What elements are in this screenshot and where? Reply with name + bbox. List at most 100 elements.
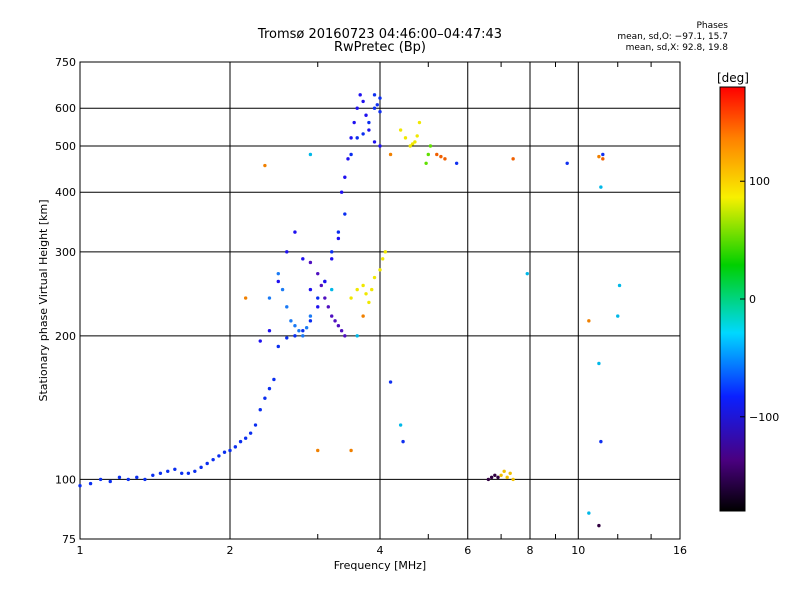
data-point [343,334,347,338]
data-point [493,473,497,478]
data-point [158,471,163,475]
data-point [565,161,569,165]
x-tick-label: 2 [227,544,234,557]
data-point [352,120,356,125]
x-tick-label: 6 [464,544,471,557]
data-point [502,469,506,473]
data-point [486,477,491,482]
data-point [293,334,297,338]
data-point [243,436,248,440]
data-point [293,324,297,328]
data-point [88,481,93,486]
data-point [308,319,313,323]
data-point [193,469,197,473]
data-point [151,473,155,478]
data-point [398,423,403,427]
data-point [301,257,305,261]
data-point [372,106,377,110]
data-point [616,314,620,318]
data-point [355,287,359,292]
data-point [511,477,515,482]
data-point [372,93,377,97]
data-point [597,154,601,159]
data-point [330,287,334,292]
data-point [248,431,253,435]
data-point [417,120,422,125]
data-point [238,439,243,444]
y-tick-label: 300 [55,246,76,259]
data-point [364,292,368,296]
data-point [426,152,430,157]
data-point [601,157,605,161]
data-point [380,257,385,261]
data-point [383,250,388,254]
data-point [339,190,344,194]
x-tick-label: 10 [571,544,585,557]
data-point [355,106,359,110]
data-point [186,471,191,475]
data-point [293,230,297,234]
data-point [597,361,601,366]
data-point [339,328,344,333]
data-point [333,319,337,323]
x-tick-label: 1 [77,544,84,557]
data-point [378,110,382,114]
data-point [361,132,365,136]
data-point [98,477,103,482]
data-point [496,475,500,480]
data-point [372,140,377,144]
data-point [304,325,309,330]
data-point [378,268,382,272]
data-point [330,314,334,318]
data-point [599,185,603,189]
data-point [319,283,324,288]
data-point [267,296,272,300]
data-point [316,305,320,309]
data-point [258,339,262,343]
data-point [276,344,280,349]
data-point [424,161,428,165]
data-point [263,163,267,168]
data-point [372,275,377,280]
data-point [211,457,215,462]
data-point [355,136,359,140]
y-tick-label: 600 [55,102,76,115]
data-point [346,157,350,161]
data-point [597,523,601,528]
data-point [263,396,267,400]
data-point [330,257,334,261]
data-point [297,328,301,333]
phase-summary-heading: Phases [696,21,728,31]
data-point [336,324,341,328]
y-tick-label: 200 [55,330,76,343]
data-point [199,465,203,470]
data-point [367,300,371,305]
data-point [308,260,313,265]
data-point [349,448,353,453]
chart-title-line1: Tromsø 20160723 04:46:00–04:47:43 [257,27,503,42]
colorbar-tick-label: −100 [749,411,779,424]
data-point [301,328,305,333]
data-point [233,445,238,449]
phase-summary: Phases mean, sd,O: −97.1, 15.7 mean, sd,… [598,21,728,54]
data-point [413,140,417,144]
x-axis-label: Frequency [MHz] [334,559,426,572]
data-point [336,230,341,234]
data-point [285,336,289,340]
data-point [267,386,272,391]
data-point [601,152,605,157]
data-point [222,450,227,454]
colorbar-tick-label: 0 [749,293,756,306]
data-point [505,475,509,480]
y-axis-label: Stationary phase Virtual Height [km] [37,199,50,401]
data-point [378,96,382,100]
data-point [143,477,147,482]
data-point [217,454,221,458]
data-point [401,439,405,444]
data-point [599,439,603,444]
data-point [388,380,393,384]
data-point [323,279,327,284]
data-point [243,296,248,300]
data-point [280,287,285,292]
